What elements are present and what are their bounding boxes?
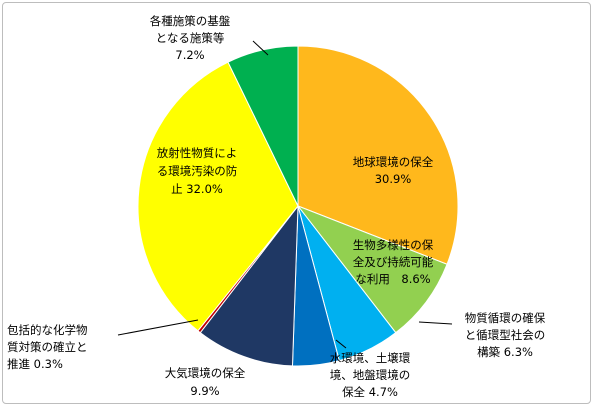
leader-line-7 (252, 40, 269, 56)
slice-label-6: 放射性物質による環境汚染の防止 32.0% (157, 146, 238, 196)
slice-label-5: 包括的な化学物質対策の確立と推進 0.3% (7, 323, 88, 371)
slice-label-4: 大気環境の保全 9.9% (165, 366, 246, 398)
slice-label-7: 各種施策の基盤となる施策等 7.2% (150, 14, 231, 62)
slice-label-2: 物質循環の確保と循環型社会の構築 6.3% (465, 311, 546, 359)
slice-label-0: 地球環境の保全 30.9% (353, 155, 434, 186)
slice-label-1: 生物多様性の保全及び持続可能な利用 8.6% (353, 238, 434, 286)
slice-label-3: 水環境、土壌環境、地盤環境の保全 4.7% (330, 351, 411, 399)
pie-slice-6 (137, 61, 299, 332)
pie-slice-0 (297, 45, 459, 265)
leader-line-5 (117, 319, 199, 336)
pie-slice-1 (296, 204, 448, 334)
pie-slice-4 (199, 204, 299, 367)
leader-line-3 (335, 339, 347, 349)
leader-line-2 (418, 321, 453, 325)
